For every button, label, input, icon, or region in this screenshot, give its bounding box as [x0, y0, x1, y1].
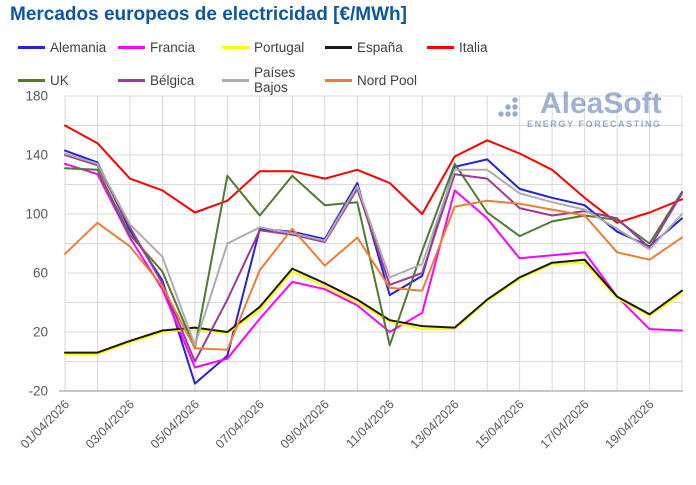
x-tick-label: 15/04/2026	[473, 397, 527, 451]
legend-label: España	[357, 40, 403, 55]
series-line-uk	[64, 162, 683, 350]
legend-label: Países Bajos	[254, 65, 296, 95]
legend-swatch	[427, 46, 454, 49]
y-tick-label: -20	[28, 384, 48, 399]
y-tick-label: 180	[25, 89, 48, 104]
legend-item-bélgica: Bélgica	[118, 65, 222, 95]
legend-label: Nord Pool	[357, 72, 418, 88]
legend-item-italia: Italia	[427, 40, 688, 55]
legend-item-países-bajos: Países Bajos	[222, 65, 325, 95]
legend-swatch	[325, 46, 352, 49]
x-tick-label: 11/04/2026	[343, 397, 397, 451]
legend-swatch	[325, 78, 352, 82]
y-tick-label: 60	[33, 266, 48, 281]
x-tick-label: 03/04/2026	[83, 397, 137, 451]
x-tick-label: 01/04/2026	[18, 397, 72, 451]
series-line-países-bajos	[64, 152, 683, 347]
legend-item-nord-pool: Nord Pool	[325, 65, 427, 95]
series-line-portugal	[64, 261, 683, 356]
chart-legend: Alemania Francia Portugal España Italia UK Bél…	[18, 40, 688, 95]
x-tick-label: 07/04/2026	[213, 397, 267, 451]
y-tick-label: 20	[33, 325, 48, 340]
legend-item-francia: Francia	[118, 40, 222, 55]
legend-swatch	[18, 78, 45, 82]
y-tick-label: 100	[25, 207, 48, 222]
y-tick-label: 140	[25, 148, 48, 163]
series-line-italia	[64, 124, 683, 224]
page-title: Mercados europeos de electricidad [€/MWh…	[10, 4, 407, 25]
legend-item-portugal: Portugal	[222, 40, 325, 55]
x-tick-label: 17/04/2026	[538, 397, 592, 451]
x-tick-label: 19/04/2026	[603, 397, 657, 451]
legend-label: Bélgica	[150, 72, 195, 88]
series-line-españa	[64, 258, 683, 354]
series-line-francia	[64, 162, 683, 369]
legend-label: Portugal	[254, 40, 305, 55]
legend-item-españa: España	[325, 40, 427, 55]
x-tick-label: 09/04/2026	[278, 397, 332, 451]
x-tick-label: 13/04/2026	[408, 397, 462, 451]
legend-label: Italia	[459, 40, 488, 55]
legend-swatch	[118, 78, 145, 82]
legend-item-alemania: Alemania	[18, 40, 118, 55]
legend-label: UK	[50, 72, 69, 88]
legend-swatch	[18, 46, 45, 49]
legend-swatch	[118, 46, 145, 49]
legend-label: Alemania	[50, 40, 107, 55]
series-line-nord-pool	[64, 199, 683, 351]
legend-label: Francia	[150, 40, 196, 55]
x-tick-label: 05/04/2026	[148, 397, 202, 451]
legend-item-uk: UK	[18, 65, 118, 95]
legend-swatch	[222, 78, 249, 82]
legend-swatch	[222, 46, 249, 49]
